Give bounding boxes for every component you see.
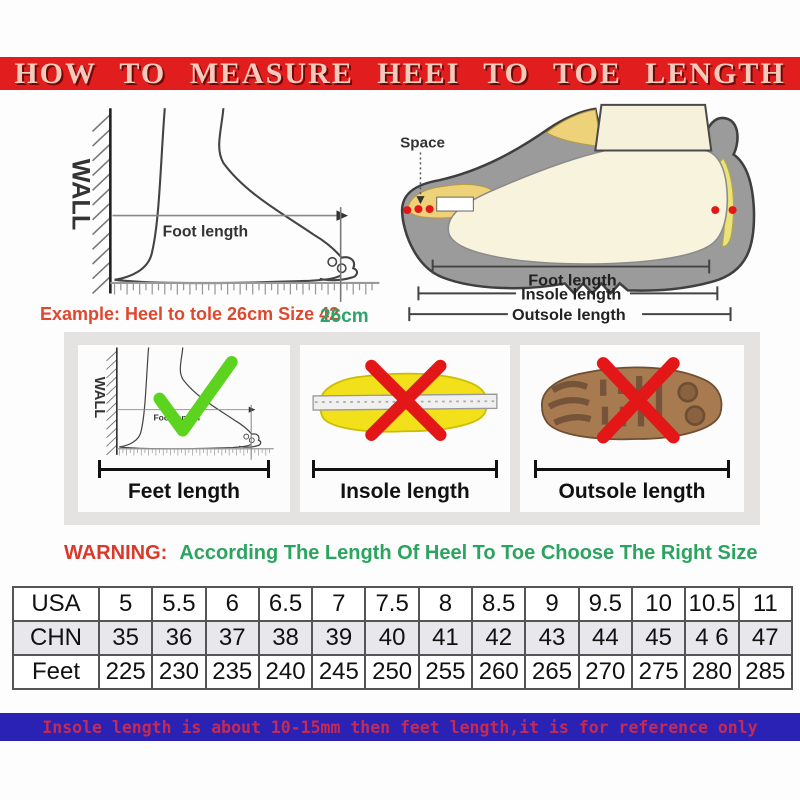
size-cell: 43 (524, 620, 580, 656)
size-cell: 35 (97, 620, 154, 656)
outsole-length-art (529, 347, 735, 459)
measure-point-dots (403, 205, 737, 214)
size-cell: 8.5 (471, 586, 527, 622)
outsole-diagram (541, 357, 723, 444)
wall-label: WALL (91, 377, 107, 419)
shoe-insole-length-label: Insole length (521, 285, 621, 303)
size-cell: 265 (524, 654, 580, 690)
size-cell: 6.5 (257, 586, 314, 622)
size-cell: 7 (311, 586, 367, 622)
size-cell: 5 (97, 586, 154, 622)
size-row-chn: CHN 35 36 37 38 39 40 41 42 43 44 45 4 6 47 (12, 620, 794, 656)
insole-length-dimension-line (417, 286, 719, 301)
size-cell: 9 (524, 586, 580, 622)
size-row-label: USA (12, 586, 100, 622)
page-title: HOW TO MEASURE HEEI TO TOE LENGTH (14, 56, 786, 90)
size-row-label: CHN (12, 620, 100, 656)
size-cell: 225 (97, 654, 154, 690)
size-cell: 4 6 (684, 620, 740, 656)
tape-markings (314, 400, 496, 403)
heel-tread-circle (684, 405, 706, 426)
size-cell: 235 (204, 654, 260, 690)
shoe-cross-section-diagram: Space Foot length Insole length Outsole … (400, 103, 756, 324)
warning-line: WARNING: According The Length Of Heel To … (64, 542, 758, 565)
size-cell: 250 (364, 654, 420, 690)
size-cell: 285 (737, 654, 794, 690)
size-cell: 10 (630, 586, 687, 622)
size-cell: 230 (151, 654, 207, 690)
size-table: USA 5 5.5 6 6.5 7 7.5 8 8.5 9 9.5 10 10.5 11 CHN 35 36 37… (12, 586, 794, 690)
panel-label: Feet length (127, 480, 240, 503)
size-cell: 260 (471, 654, 527, 690)
size-cell: 275 (630, 654, 687, 690)
dimension-bracket (312, 460, 498, 478)
size-cell: 36 (151, 620, 207, 656)
size-cell: 42 (471, 620, 527, 656)
outsole-length-dimension-line (408, 307, 732, 322)
size-cell: 45 (630, 620, 687, 656)
foot-measure-diagram: WALL Foot length (67, 104, 393, 304)
size-cell: 47 (737, 620, 794, 656)
feet-length-art: WALL Foot length (86, 347, 282, 459)
size-cell: 9.5 (577, 586, 633, 622)
size-cell: 10.5 (684, 586, 740, 622)
foot-length-dimension-line (431, 259, 711, 274)
foot-length-label: Foot length (163, 224, 248, 241)
leg-shape (594, 103, 713, 152)
size-cell: 39 (311, 620, 367, 656)
panel-label: Outsole length (558, 480, 706, 503)
insole-diagram (312, 359, 498, 441)
size-cell: 41 (417, 620, 474, 656)
title-banner: HOW TO MEASURE HEEI TO TOE LENGTH (0, 57, 800, 90)
insole-length-art (305, 347, 505, 459)
method-panels: WALL Foot length Feet length (64, 332, 760, 525)
warning-text: According The Length Of Heel To Toe Choo… (179, 542, 758, 564)
foot-inside-shoe (447, 149, 728, 265)
panel-feet-length: WALL Foot length Feet length (78, 345, 290, 512)
wall-label: WALL (67, 159, 95, 231)
ruler-measurement-label: 26cm (320, 306, 369, 327)
shoe-foot-length-label: Foot length (528, 272, 616, 290)
size-cell: 11 (737, 586, 794, 622)
size-cell: 8 (417, 586, 474, 622)
dimension-bracket (98, 460, 270, 478)
footer-note-banner: Insole length is about 10-15mm then feet… (0, 713, 800, 741)
example-text: Example: Heel to tole 26cm Size 42 (40, 304, 340, 324)
size-cell: 6 (204, 586, 260, 622)
size-table-body: USA 5 5.5 6 6.5 7 7.5 8 8.5 9 9.5 10 10.5 11 CHN 35 36 37… (12, 586, 794, 690)
size-cell: 280 (684, 654, 740, 690)
size-cell: 240 (257, 654, 314, 690)
size-cell: 37 (204, 620, 260, 656)
shoe-outsole-length-label: Outsole length (512, 306, 626, 324)
space-arrowhead-icon (416, 196, 425, 205)
size-cell: 7.5 (364, 586, 420, 622)
size-cell: 5.5 (151, 586, 207, 622)
space-label: Space (400, 135, 445, 152)
size-cell: 255 (417, 654, 474, 690)
foot-profile-drawing (93, 108, 380, 302)
toe-box-shape (436, 196, 474, 212)
mini-foot-diagram: WALL Foot length (91, 345, 282, 461)
size-cell: 40 (364, 620, 420, 656)
size-row-feet: Feet 225 230 235 240 245 250 255 260 265 270 275 280… (12, 654, 794, 690)
cross-icon (596, 357, 680, 444)
warning-prefix: WARNING: (64, 542, 168, 564)
check-icon (153, 355, 238, 437)
size-cell: 270 (577, 654, 633, 690)
dimension-bracket (534, 460, 730, 478)
size-cell: 44 (577, 620, 633, 656)
cross-icon (365, 359, 447, 441)
size-row-usa: USA 5 5.5 6 6.5 7 7.5 8 8.5 9 9.5 10 10.5 11 (12, 586, 794, 622)
size-cell: 38 (257, 620, 314, 656)
heel-tread-circle (677, 381, 699, 403)
size-row-label: Feet (12, 654, 100, 690)
footer-note-text: Insole length is about 10-15mm then feet… (42, 717, 758, 737)
panel-outsole-length: Outsole length (520, 345, 744, 512)
panel-label: Insole length (340, 480, 470, 503)
panel-insole-length: Insole length (300, 345, 510, 512)
size-cell: 245 (311, 654, 367, 690)
